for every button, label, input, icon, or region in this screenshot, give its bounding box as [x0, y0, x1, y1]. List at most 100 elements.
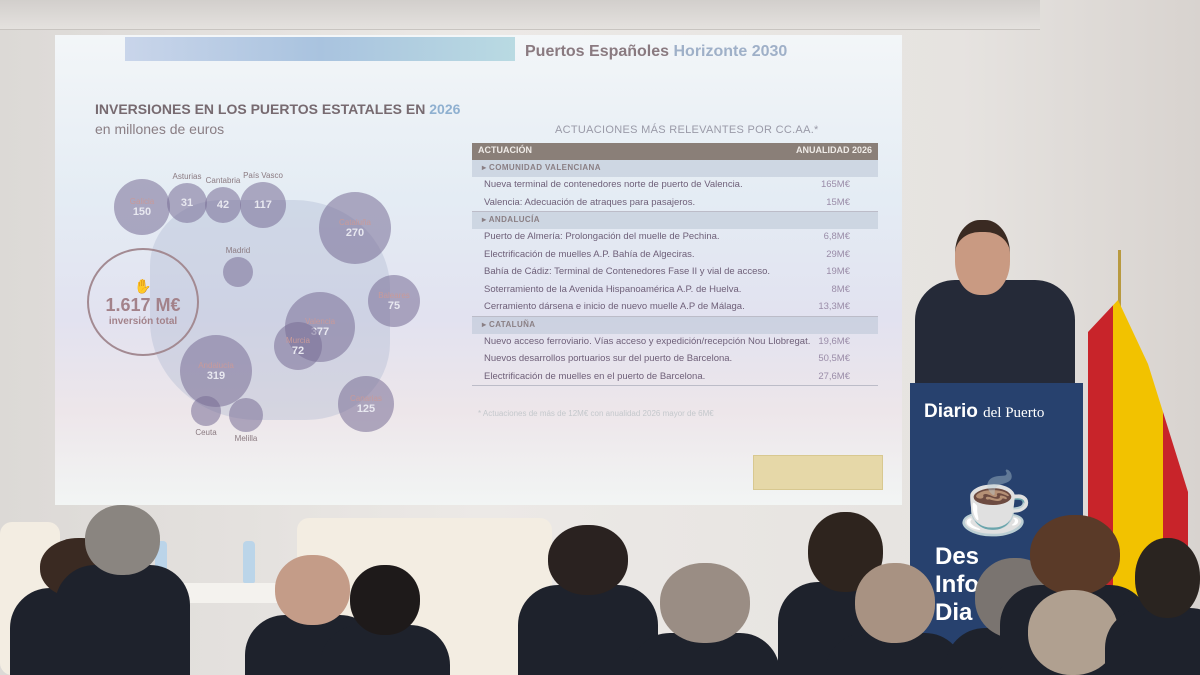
actions-table: ACTUACIÓN ANUALIDAD 2026 ▸ COMUNIDAD VALE…	[472, 143, 878, 386]
region-bubble-baleares: Baleares 75	[368, 275, 420, 327]
slide-title: Puertos Españoles Horizonte 2030	[525, 43, 787, 61]
region-name: Cantabria	[205, 176, 241, 185]
table-row: Electrificación de muelles A.P. Bahía de…	[472, 247, 878, 265]
section-header: ▸ ANDALUCÍA	[472, 212, 878, 229]
amount: 165M€	[820, 179, 850, 190]
region-bubble-asturias: 31	[167, 183, 207, 223]
action-text: Nueva terminal de contenedores norte de …	[484, 179, 743, 190]
table-row: Bahía de Cádiz: Terminal de Contenedores…	[472, 264, 878, 282]
header-annuity: ANUALIDAD 2026	[795, 145, 872, 155]
investment-subtitle: en millones de euros	[95, 121, 225, 137]
flag-pole	[1118, 250, 1121, 310]
region-bubble-ceuta	[191, 396, 221, 426]
region-name: Valencia	[304, 316, 336, 326]
audience-member-head	[85, 505, 160, 575]
podium-brand: Diario del Puerto	[924, 401, 1044, 423]
audience-member-body	[55, 565, 190, 675]
region-value: 319	[206, 369, 226, 382]
audience-member-head	[855, 563, 935, 643]
total-label: inversión total	[108, 315, 178, 327]
header-action: ACTUACIÓN	[478, 145, 532, 155]
investment-title-text: INVERSIONES EN LOS PUERTOS ESTATALES EN	[95, 101, 426, 117]
region-bubble-murcia: Murcia 72	[274, 322, 322, 370]
amount: 15M€	[826, 196, 850, 208]
section-header: ▸ CATALUÑA	[472, 316, 878, 334]
brand-rest: del Puerto	[983, 405, 1045, 421]
table-row: Nuevo acceso ferroviario. Vías acceso y …	[472, 334, 878, 352]
region-name: Ceuta	[195, 428, 217, 437]
region-name: Canarias	[349, 393, 382, 403]
region-name: Andalucía	[198, 360, 234, 370]
table-row: Nuevos desarrollos portuarios sur del pu…	[472, 351, 878, 369]
audience-member-head	[1135, 538, 1200, 618]
audience-member-head	[275, 555, 350, 625]
region-bubble-galicia: Galicia 150	[114, 179, 170, 235]
table-row: Electrificación de muelles en el puerto …	[472, 369, 878, 386]
action-text: Valencia: Adecuación de atraques para pa…	[484, 196, 696, 208]
region-name: Baleares	[378, 290, 410, 300]
action-text: Soterramiento de la Avenida Hispanoaméri…	[484, 283, 742, 295]
region-value: 72	[291, 344, 305, 357]
action-text: Electrificación de muelles A.P. Bahía de…	[484, 248, 695, 260]
region-name: Cataluña	[338, 217, 372, 227]
table-row: Soterramiento de la Avenida Hispanoaméri…	[472, 282, 878, 300]
title-accent: Horizonte 2030	[673, 43, 788, 60]
amount: 29M€	[826, 248, 850, 260]
region-value: 117	[254, 199, 272, 211]
region-name: País Vasco	[243, 171, 283, 180]
coffee-cup-logo-icon: ☕	[958, 470, 1033, 537]
investment-year: 2026	[429, 101, 461, 117]
region-value: 150	[132, 205, 152, 218]
table-row: Cerramiento dársena e inicio de nuevo mu…	[472, 299, 878, 317]
government-logo	[753, 455, 883, 490]
action-text: Bahía de Cádiz: Terminal de Contenedores…	[484, 266, 771, 277]
region-value: 42	[216, 199, 230, 211]
table-row: Puerto de Almería: Prolongación del muel…	[472, 229, 878, 247]
table-header: ACTUACIÓN ANUALIDAD 2026	[472, 143, 878, 160]
slogan-line: Dia	[935, 599, 973, 626]
speaker	[915, 280, 1075, 385]
action-text: Nuevo acceso ferroviario. Vías acceso y …	[484, 335, 811, 347]
presentation-slide: Puertos Españoles Horizonte 2030 INVERSI…	[55, 35, 902, 505]
region-value: 125	[356, 402, 376, 415]
audience-member-head	[660, 563, 750, 643]
region-bubble-andaluc-a: Andalucía 319	[180, 335, 252, 407]
amount: 13,3M€	[818, 301, 850, 312]
brand-bold: Diario	[924, 401, 978, 422]
amount: 6,8M€	[823, 231, 850, 242]
table-row: Valencia: Adecuación de atraques para pa…	[472, 195, 878, 212]
audience-member-head	[548, 525, 628, 595]
table-row: Nueva terminal de contenedores norte de …	[472, 177, 878, 195]
water-bottle	[243, 541, 255, 583]
projector-screen-housing	[0, 0, 1040, 30]
total-investment-circle: ✋ 1.617 M€ inversión total	[87, 248, 199, 356]
region-name: Madrid	[225, 246, 251, 255]
region-bubble-melilla	[229, 398, 263, 432]
action-text: Nuevos desarrollos portuarios sur del pu…	[484, 353, 733, 364]
table-title: ACTUACIONES MÁS RELEVANTES POR CC.AA.*	[555, 124, 819, 136]
investment-title: INVERSIONES EN LOS PUERTOS ESTATALES EN …	[95, 101, 460, 117]
region-bubble-madrid	[223, 257, 253, 287]
amount: 50,5M€	[818, 353, 850, 364]
region-bubble-cantabria: 42	[205, 187, 241, 223]
region-name: Asturias	[172, 172, 202, 181]
region-name: Galicia	[129, 196, 155, 206]
section-header: ▸ COMUNIDAD VALENCIANA	[472, 160, 878, 177]
hand-coins-icon: ✋	[134, 277, 152, 294]
region-name: Murcia	[285, 335, 310, 345]
region-name: Melilla	[234, 434, 258, 443]
amount: 19,6M€	[818, 335, 850, 347]
region-bubble-canarias: Canarias 125	[338, 376, 394, 432]
region-bubble-catalu-a: Cataluña 270	[319, 192, 391, 264]
audience-member-head	[1028, 590, 1118, 675]
slide-header-band	[125, 37, 515, 61]
total-value: 1.617 M€	[105, 294, 181, 315]
region-value: 31	[180, 197, 194, 209]
title-main: Puertos Españoles	[525, 43, 670, 60]
slogan-line: Des	[935, 543, 980, 570]
region-value: 270	[345, 226, 365, 239]
action-text: Puerto de Almería: Prolongación del muel…	[484, 231, 720, 242]
audience-member-body	[1105, 608, 1200, 675]
audience-member-head	[350, 565, 420, 635]
footnote: * Actuaciones de más de 12M€ con anualid…	[478, 409, 714, 418]
